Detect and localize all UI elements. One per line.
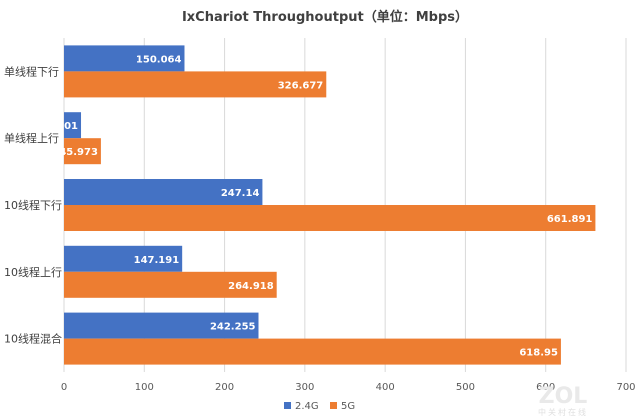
bar-2.4G: [64, 179, 263, 205]
bar-2.4G: [64, 312, 259, 339]
x-tick-label: 200: [215, 382, 234, 393]
bar-2.4G: [64, 45, 185, 72]
data-label: 242.255: [210, 322, 256, 333]
x-tick-label: 600: [536, 382, 555, 393]
x-tick-label: 400: [376, 382, 395, 393]
x-axis-ticks: 0 100 200 300 400 500 600 700: [61, 382, 636, 393]
category-label: 10线程混合: [4, 332, 62, 346]
bar-5G: [64, 138, 101, 165]
data-label: 150.064: [136, 54, 182, 65]
zol-watermark: ZOL 中关村在线: [538, 384, 588, 417]
legend-label: 2.4G: [295, 401, 319, 412]
bar-2.4G: [64, 245, 183, 272]
legend-label: 5G: [341, 401, 355, 412]
category-label: 10线程上行: [4, 265, 62, 279]
data-label: 264.918: [228, 281, 274, 292]
legend-swatch: [284, 402, 291, 409]
x-tick-label: 300: [295, 382, 314, 393]
watermark-logo: ZOL: [539, 384, 588, 409]
x-tick-label: 100: [135, 382, 154, 393]
x-tick-label: 700: [616, 382, 635, 393]
category-label: 单线程上行: [4, 131, 59, 145]
bar-2.4G: [64, 112, 82, 139]
bars: 150.064 326.677 21.201 45.973 247.14 661.891 1…: [39, 45, 596, 365]
bar-5G: [64, 338, 561, 365]
data-label: 247.14: [221, 188, 260, 199]
legend-swatch: [330, 402, 337, 409]
category-label: 单线程下行: [4, 64, 59, 78]
category-label: 10线程下行: [4, 198, 62, 212]
data-label: 661.891: [547, 214, 593, 225]
bar-5G: [64, 205, 596, 231]
legend: 2.4G 5G: [284, 401, 355, 412]
x-tick-label: 500: [456, 382, 475, 393]
data-label: 326.677: [278, 80, 324, 91]
data-label: 147.191: [134, 255, 180, 266]
bar-5G: [64, 71, 327, 98]
data-label: 45.973: [59, 147, 98, 158]
data-label: 21.201: [39, 121, 78, 132]
watermark-subtitle: 中关村在线: [538, 407, 588, 417]
x-tick-label: 0: [61, 382, 67, 393]
bar-5G: [64, 271, 277, 298]
chart-title: IxChariot Throughoutput（单位：Mbps）: [182, 9, 468, 25]
data-label: 618.95: [519, 348, 558, 359]
